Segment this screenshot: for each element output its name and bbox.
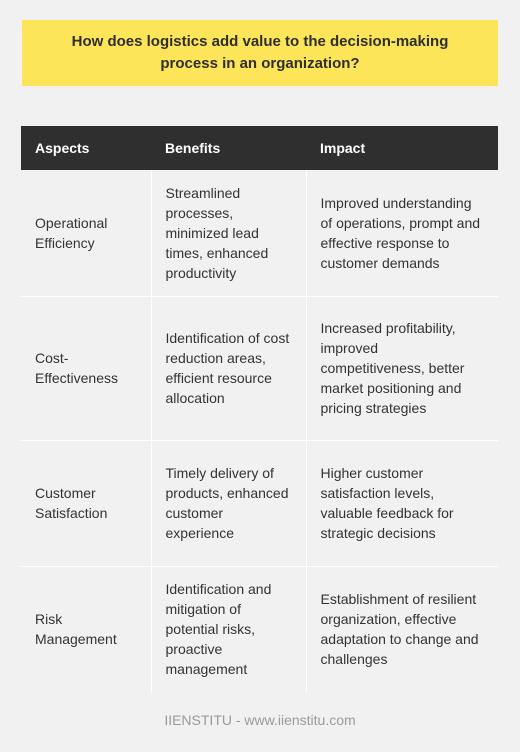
benefits-cell: Identification and mitigation of potenti… (151, 566, 307, 692)
table-row: Cost-Effectiveness Identification of cos… (21, 296, 498, 441)
column-header-impact: Impact (306, 126, 498, 170)
table-header-row: Aspects Benefits Impact (21, 126, 498, 170)
table-row: Risk Management Identification and mitig… (21, 566, 498, 692)
page-title: How does logistics add value to the deci… (71, 33, 449, 72)
aspect-cell: Customer Satisfaction (21, 440, 152, 567)
aspect-cell: Risk Management (21, 566, 152, 692)
title-banner: How does logistics add value to the deci… (22, 20, 498, 86)
table-row: Customer Satisfaction Timely delivery of… (21, 440, 498, 567)
aspect-cell: Cost-Effectiveness (21, 296, 152, 441)
benefits-cell: Timely delivery of products, enhanced cu… (151, 440, 307, 567)
impact-cell: Establishment of resilient organization,… (306, 566, 498, 692)
aspect-cell: Operational Efficiency (21, 170, 152, 297)
table-row: Operational Efficiency Streamlined proce… (21, 170, 498, 297)
column-header-aspects: Aspects (21, 126, 151, 170)
benefits-cell: Streamlined processes, minimized lead ti… (151, 170, 307, 297)
impact-cell: Improved understanding of operations, pr… (306, 170, 498, 297)
impact-cell: Increased profitability, improved compet… (306, 296, 498, 441)
footer-credit: IIENSTITU - www.iienstitu.com (164, 712, 356, 728)
impact-cell: Higher customer satisfaction levels, val… (306, 440, 498, 567)
logistics-table: Aspects Benefits Impact Operational Effi… (21, 126, 498, 692)
column-header-benefits: Benefits (151, 126, 306, 170)
benefits-cell: Identification of cost reduction areas, … (151, 296, 307, 441)
